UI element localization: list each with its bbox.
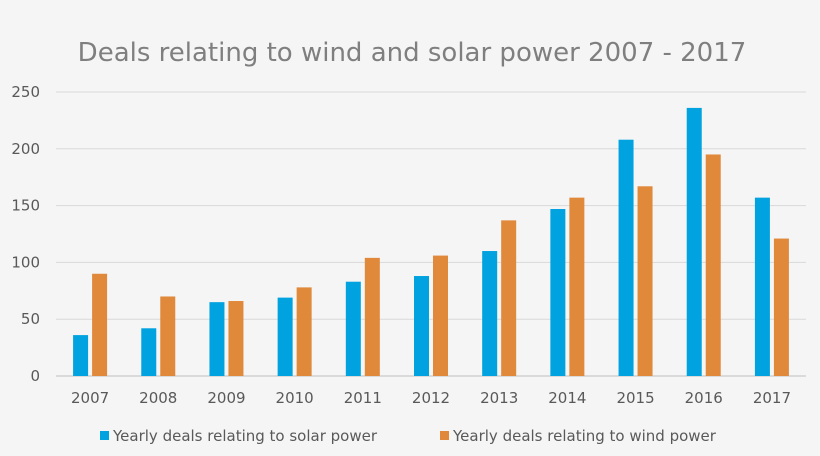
bar-solar-2010 [277,297,293,376]
bar-wind-2010 [296,287,312,376]
x-tick-label: 2010 [276,389,314,407]
bar-solar-2013 [482,251,498,376]
bar-solar-2009 [209,302,225,376]
bar-solar-2012 [414,276,429,376]
x-tick-label: 2008 [139,389,177,407]
y-tick-label: 50 [21,310,40,328]
y-tick-label: 200 [11,140,40,158]
x-tick-label: 2007 [71,389,109,407]
legend-label-wind: Yearly deals relating to wind power [452,427,717,445]
bar-solar-2014 [550,209,566,376]
bar-wind-2012 [433,255,448,376]
bar-solar-2007 [73,335,89,376]
y-tick-label: 250 [11,83,40,101]
legend-swatch-solar [100,431,109,440]
y-axis: 0 50 100 150 200 250 [11,83,40,385]
bar-wind-2014 [569,197,585,376]
legend-label-solar: Yearly deals relating to solar power [112,427,378,445]
x-tick-label: 2017 [753,389,791,407]
bar-wind-2008 [160,296,176,376]
gridlines [56,91,806,377]
bar-solar-2011 [345,281,361,376]
bar-wind-2007 [92,273,108,376]
x-axis: 2007 2008 2009 2010 2011 2012 2013 2014 2015 2016… [71,389,791,407]
bar-wind-2016 [705,154,721,376]
y-tick-label: 0 [30,367,40,385]
bars [73,107,789,377]
x-tick-label: 2009 [207,389,245,407]
bar-wind-2017 [773,238,789,376]
bar-solar-2016 [686,107,702,377]
bar-wind-2009 [228,301,244,376]
x-tick-label: 2013 [480,389,518,407]
chart-title: Deals relating to wind and solar power 2… [78,38,747,68]
bar-solar-2015 [618,139,634,376]
y-tick-label: 100 [11,253,40,271]
bar-wind-2015 [637,186,653,376]
bar-wind-2013 [501,220,517,376]
x-tick-label: 2015 [616,389,654,407]
bar-solar-2017 [754,197,770,376]
legend: Yearly deals relating to solar power Year… [100,427,717,445]
x-tick-label: 2011 [344,389,382,407]
bar-solar-2008 [141,328,157,376]
legend-swatch-wind [440,431,449,440]
bar-wind-2011 [364,257,380,376]
y-tick-label: 150 [11,197,40,215]
x-tick-label: 2014 [548,389,586,407]
x-tick-label: 2016 [685,389,723,407]
x-tick-label: 2012 [412,389,450,407]
